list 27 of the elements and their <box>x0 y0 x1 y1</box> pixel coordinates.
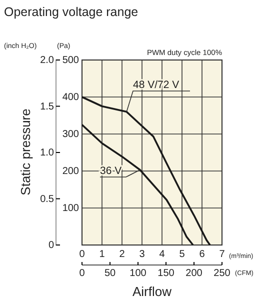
y2-tick-label: 1.5 <box>40 101 54 112</box>
text: Static pressure <box>18 108 33 196</box>
chart-title: Operating voltage range <box>4 5 138 19</box>
y-tick-label: 400 <box>62 92 80 104</box>
x2-tick-label: 200 <box>186 268 203 280</box>
y-tick-label: 500 <box>62 55 80 66</box>
y2-tick-label: 0 <box>48 240 54 252</box>
y-tick-label: 100 <box>62 203 80 214</box>
text: Airflow <box>132 284 172 299</box>
x-tick-label: 0 <box>79 249 86 260</box>
y-tick-label: 300 <box>62 129 80 140</box>
x2-tick-label: 0 <box>79 268 86 280</box>
y2-tick-label: 0.5 <box>40 194 54 205</box>
x2-tick-label: 50 <box>104 268 116 280</box>
x2-tick-label: 100 <box>130 268 147 280</box>
y-tick-label: 200 <box>62 166 80 178</box>
x2-tick-label: 250 <box>214 268 231 280</box>
y2-tick-label: 2.0 <box>40 55 54 66</box>
x-tick-label: 1 <box>99 249 106 260</box>
x-tick-label: 6 <box>199 249 206 260</box>
x-tick-label: 3 <box>139 249 146 260</box>
x-tick-label: 4 <box>159 249 166 260</box>
y2-tick-label: 1.0 <box>40 148 54 159</box>
x-tick-label: 5 <box>179 249 186 260</box>
x-tick-label: 2 <box>119 249 126 260</box>
x-tick-label: 7 <box>219 249 226 260</box>
x2-tick-label: 150 <box>158 268 175 280</box>
